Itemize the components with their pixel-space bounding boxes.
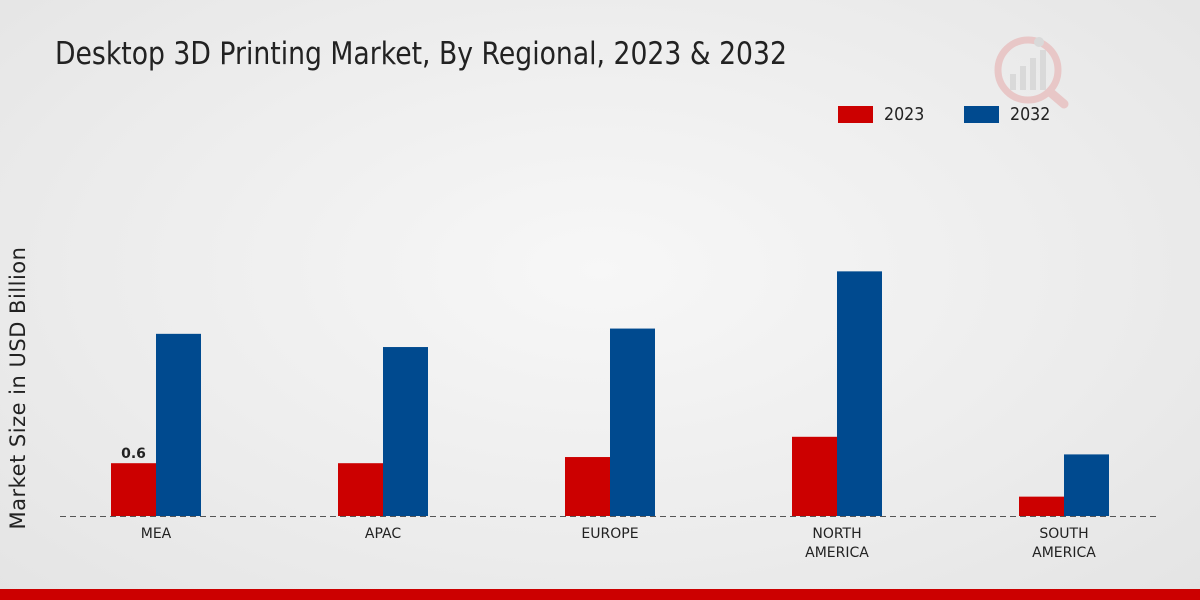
legend-item-2032[interactable]: 2032 (963, 104, 1056, 125)
legend: 2023 2032 (838, 104, 1090, 125)
bar-2023-north-america[interactable] (792, 436, 837, 516)
bar-2023-mea[interactable] (111, 463, 156, 516)
bar-2023-europe[interactable] (565, 457, 610, 516)
legend-swatch-2032 (963, 106, 999, 123)
chart-title: Desktop 3D Printing Market, By Regional,… (55, 36, 787, 72)
bar-2023-apac[interactable] (338, 463, 383, 516)
bottom-accent-bar (0, 589, 1200, 600)
data-label: 0.6 (121, 446, 146, 462)
legend-label-2023: 2023 (884, 104, 925, 125)
legend-label-2032: 2032 (1009, 104, 1051, 125)
x-tick-label: MEA (141, 526, 172, 542)
x-tick-label: NORTH AMERICA (805, 526, 869, 561)
bar-2032-apac[interactable] (383, 347, 428, 516)
x-tick-label: SOUTH AMERICA (1032, 526, 1096, 561)
brand-logo-icon (994, 36, 1069, 109)
bar-2032-south-america[interactable] (1064, 454, 1109, 516)
legend-swatch-2023 (838, 106, 873, 123)
legend-item-2023[interactable]: 2023 (838, 104, 930, 125)
x-tick-label: APAC (365, 526, 401, 542)
bar-2032-north-america[interactable] (837, 271, 882, 516)
bar-2023-south-america[interactable] (1019, 496, 1064, 516)
bar-2032-mea[interactable] (156, 333, 201, 516)
bar-2032-europe[interactable] (610, 328, 655, 516)
x-tick-label: EUROPE (581, 526, 638, 542)
